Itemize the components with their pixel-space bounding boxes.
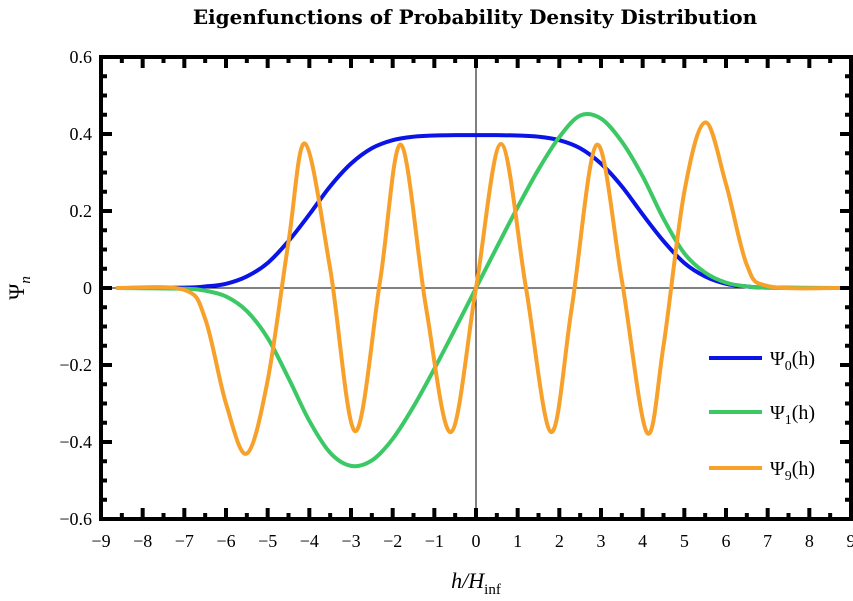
plot-area — [101, 57, 851, 519]
y-axis-label: Ψn — [4, 276, 34, 300]
y-tick-label: 0 — [83, 278, 92, 298]
x-tick-label: 1 — [513, 531, 522, 551]
x-tick-label: 5 — [680, 531, 689, 551]
y-tick-label: 0.2 — [70, 201, 93, 221]
series-line-1 — [115, 111, 841, 469]
x-tick-label: −9 — [91, 531, 110, 551]
axes: −9 −8 −7 −6 −5 −4 −3 −2 −1 0 1 2 3 4 5 6 7 8 9 −0.6 −0.4 −0.2… — [59, 47, 853, 551]
x-tick-label: 3 — [597, 531, 606, 551]
legend-label-2: Ψ9(h) — [770, 458, 815, 484]
x-tick-label: −6 — [216, 531, 235, 551]
series-line-2 — [115, 120, 841, 456]
x-tick-label: −2 — [383, 531, 402, 551]
x-tick-label: −5 — [258, 531, 277, 551]
chart-title: Eigenfunctions of Probability Density Di… — [193, 5, 758, 29]
x-tick-label: 8 — [805, 531, 814, 551]
y-tick-label: 0.6 — [70, 47, 93, 67]
x-tick-label: −3 — [341, 531, 360, 551]
series-line-0 — [115, 133, 841, 290]
legend-label-1: Ψ1(h) — [770, 402, 815, 428]
x-tick-label: −7 — [175, 531, 194, 551]
x-tick-label: 6 — [722, 531, 731, 551]
legend: Ψ0(h) Ψ1(h) Ψ9(h) — [709, 348, 815, 484]
x-tick-label: 7 — [763, 531, 772, 551]
x-tick-label: 0 — [472, 531, 481, 551]
x-tick-label: 2 — [555, 531, 564, 551]
x-tick-label: −8 — [133, 531, 152, 551]
y-tick-label: −0.2 — [59, 355, 92, 375]
y-tick-label: −0.6 — [59, 509, 92, 529]
x-tick-label: −4 — [300, 531, 319, 551]
y-tick-label: −0.4 — [59, 432, 92, 452]
x-tick-label: −1 — [425, 531, 444, 551]
x-axis-label: h/Hinf — [451, 568, 501, 598]
legend-label-0: Ψ0(h) — [770, 348, 815, 374]
axis-labels: h/Hinf Ψn — [4, 276, 501, 598]
x-tick-label: 4 — [638, 531, 647, 551]
x-tick-label: 9 — [847, 531, 853, 551]
y-tick-label: 0.4 — [70, 124, 93, 144]
